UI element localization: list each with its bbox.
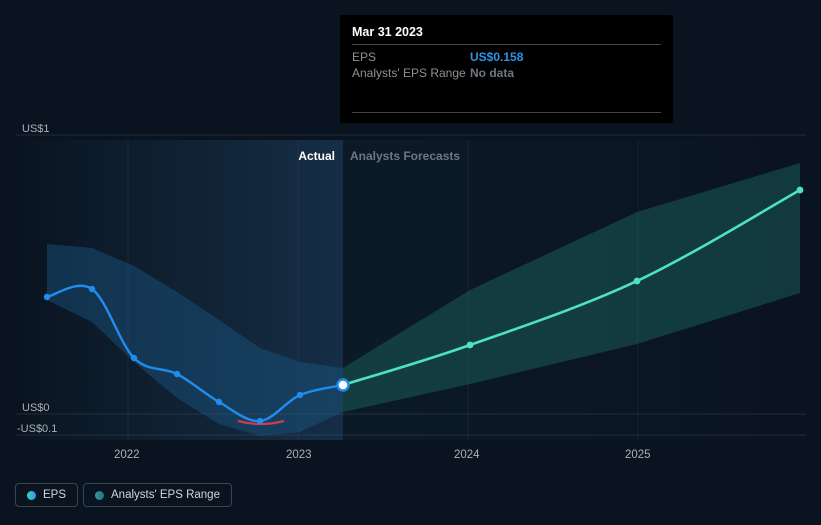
legend-item-label: Analysts' EPS Range <box>111 489 220 501</box>
section-actual-label: Actual <box>298 149 335 163</box>
legend-item-label: EPS <box>43 489 66 501</box>
tooltip-row: EPS US$0.158 <box>352 49 661 65</box>
eps-chart[interactable]: US$1 US$0 -US$0.1 2022 2023 2024 2025 Ac… <box>0 0 821 520</box>
y-tick-label: US$0 <box>22 402 50 414</box>
tooltip-row-value: No data <box>470 66 514 80</box>
legend-item-eps[interactable]: EPS <box>15 483 78 507</box>
x-tick-label: 2024 <box>454 449 480 461</box>
y-tick-label: -US$0.1 <box>17 423 57 435</box>
y-tick-label: US$1 <box>22 123 50 135</box>
legend-dot-icon <box>95 491 104 500</box>
section-forecast-label: Analysts Forecasts <box>350 149 460 163</box>
chart-tooltip: Mar 31 2023 EPS US$0.158 Analysts' EPS R… <box>340 15 673 123</box>
legend-item-range[interactable]: Analysts' EPS Range <box>83 483 232 507</box>
tooltip-row: Analysts' EPS Range No data <box>352 65 661 113</box>
x-tick-label: 2025 <box>625 449 651 461</box>
tooltip-row-label: EPS <box>352 50 470 64</box>
x-tick-label: 2022 <box>114 449 140 461</box>
tooltip-date: Mar 31 2023 <box>352 25 661 45</box>
x-tick-label: 2023 <box>286 449 312 461</box>
legend-dot-icon <box>27 491 36 500</box>
legend: EPS Analysts' EPS Range <box>15 483 232 507</box>
tooltip-row-label: Analysts' EPS Range <box>352 66 470 80</box>
tooltip-row-value: US$0.158 <box>470 50 523 64</box>
